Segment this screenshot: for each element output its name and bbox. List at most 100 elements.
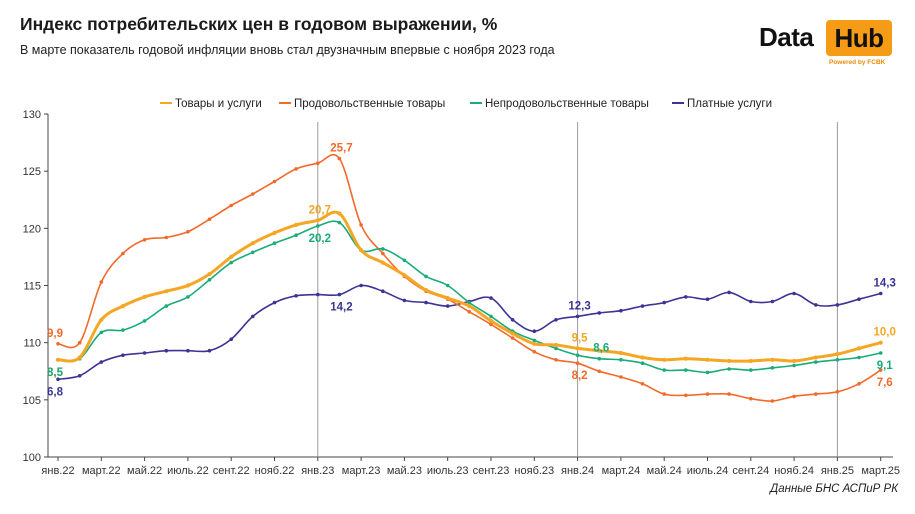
data-point	[532, 341, 537, 346]
data-point	[99, 317, 104, 322]
data-point	[445, 304, 450, 308]
chart-axes: 100 105 110 115 120 125 130 янв.22 март.22 май.22…	[23, 109, 900, 477]
data-point	[337, 220, 342, 225]
data-point	[814, 392, 818, 396]
data-point	[207, 217, 212, 221]
data-point	[250, 241, 255, 246]
series-line	[57, 220, 881, 374]
data-point	[575, 353, 580, 358]
data-point	[640, 304, 645, 308]
data-point	[640, 355, 645, 360]
data-point	[251, 250, 255, 255]
data-point	[77, 374, 82, 378]
data-point	[640, 361, 645, 366]
data-point	[727, 392, 731, 396]
data-point	[186, 230, 190, 234]
x-tick-label: янв.24	[561, 465, 594, 477]
data-point	[381, 247, 385, 251]
data-point	[272, 300, 277, 305]
data-point	[142, 238, 147, 242]
data-point	[792, 394, 796, 399]
data-point	[294, 233, 298, 237]
x-tick-label: март.22	[82, 465, 121, 477]
data-point	[207, 348, 212, 353]
data-label: 25,7	[330, 143, 352, 155]
chart-data-labels: 8,520,79,5 10,09,925,78,27,68,520,28,69,1…	[47, 143, 896, 399]
x-tick-label: янв.23	[301, 465, 334, 477]
y-tick-label: 120	[23, 223, 41, 235]
data-label: 8,2	[572, 370, 588, 382]
data-point	[835, 303, 840, 307]
data-point	[380, 260, 385, 265]
logo-powered-by: Powered by FCBK	[829, 59, 886, 66]
data-point	[229, 337, 233, 342]
data-point	[705, 297, 710, 302]
data-point	[489, 322, 493, 327]
data-point	[684, 393, 688, 398]
data-point	[727, 367, 731, 371]
data-point	[554, 346, 558, 351]
data-point	[121, 251, 125, 256]
data-point	[575, 314, 580, 319]
data-point	[835, 390, 840, 394]
data-point	[77, 355, 82, 360]
data-point	[662, 392, 666, 396]
logo-word-data: Data	[759, 22, 814, 52]
data-point	[402, 298, 407, 303]
data-point	[857, 355, 861, 360]
data-point	[857, 382, 861, 386]
data-point	[359, 223, 363, 227]
data-point	[207, 272, 212, 277]
data-point	[185, 283, 190, 288]
data-label: 6,8	[47, 386, 64, 398]
data-point	[402, 258, 407, 263]
data-label: 14,2	[330, 302, 352, 314]
data-point	[532, 329, 537, 334]
data-point	[770, 366, 775, 370]
data-point	[489, 296, 493, 300]
data-point	[532, 338, 537, 343]
data-point	[618, 350, 624, 356]
data-point	[56, 342, 60, 346]
data-point	[640, 382, 645, 386]
data-point	[510, 336, 515, 340]
data-point	[142, 319, 147, 323]
data-point	[749, 368, 753, 372]
data-point	[359, 248, 364, 253]
x-tick-label: май.23	[387, 465, 422, 477]
data-point	[683, 356, 688, 361]
data-point	[575, 361, 580, 366]
y-tick-label: 115	[23, 281, 41, 293]
data-point	[99, 330, 104, 335]
data-point	[207, 278, 212, 282]
data-point	[423, 288, 429, 293]
data-point	[445, 283, 450, 288]
x-tick-label: сент.23	[473, 465, 510, 477]
data-point	[684, 368, 688, 372]
data-point	[164, 289, 169, 294]
x-tick-label: янв.25	[821, 465, 854, 477]
y-tick-label: 110	[23, 338, 41, 350]
data-point	[510, 331, 515, 336]
data-point	[553, 342, 559, 348]
data-point	[56, 377, 60, 382]
data-point	[402, 273, 407, 278]
data-point	[164, 235, 169, 240]
chart-legend: Товары и услуги Продовольственные товары Н…	[160, 98, 772, 110]
data-label: 8,5	[47, 367, 64, 379]
data-label: 9,5	[572, 332, 589, 344]
x-tick-label: март.25	[861, 465, 900, 477]
data-point	[814, 303, 818, 307]
data-point	[705, 370, 710, 375]
y-tick-label: 100	[23, 452, 41, 464]
data-point	[554, 358, 558, 362]
data-point	[684, 295, 688, 299]
data-point	[186, 295, 190, 299]
series-line	[57, 153, 882, 402]
data-point	[792, 358, 797, 364]
data-point	[445, 296, 450, 301]
data-point	[619, 375, 623, 379]
x-tick-label: июль.24	[687, 465, 729, 477]
data-point	[142, 294, 147, 299]
